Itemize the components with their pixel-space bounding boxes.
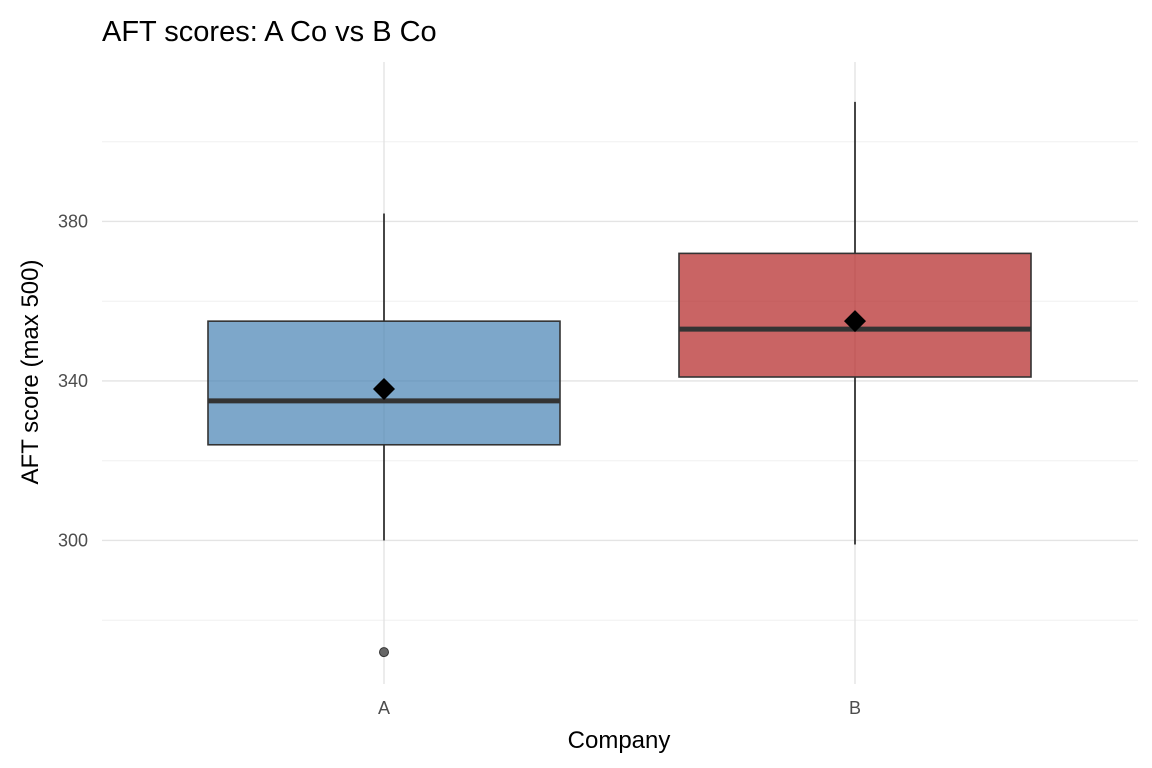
outlier-A-0	[379, 647, 389, 658]
x-tick-label-A: A	[378, 698, 390, 718]
mean-marker-B	[844, 310, 866, 333]
box-B	[678, 101, 1032, 545]
x-axis-title: Company	[568, 727, 671, 754]
y-axis-title: AFT score (max 500)	[17, 260, 44, 485]
y-tick-label-340: 340	[58, 371, 88, 391]
mean-marker-A	[373, 377, 395, 400]
y-tick-label-380: 380	[58, 211, 88, 231]
chart-title: AFT scores: A Co vs B Co	[102, 16, 437, 48]
y-tick-label-300: 300	[58, 530, 88, 550]
boxes	[207, 101, 1032, 658]
y-tick-labels: 300 340 380	[58, 211, 88, 550]
x-tick-label-B: B	[849, 698, 861, 718]
box-A	[207, 213, 561, 658]
